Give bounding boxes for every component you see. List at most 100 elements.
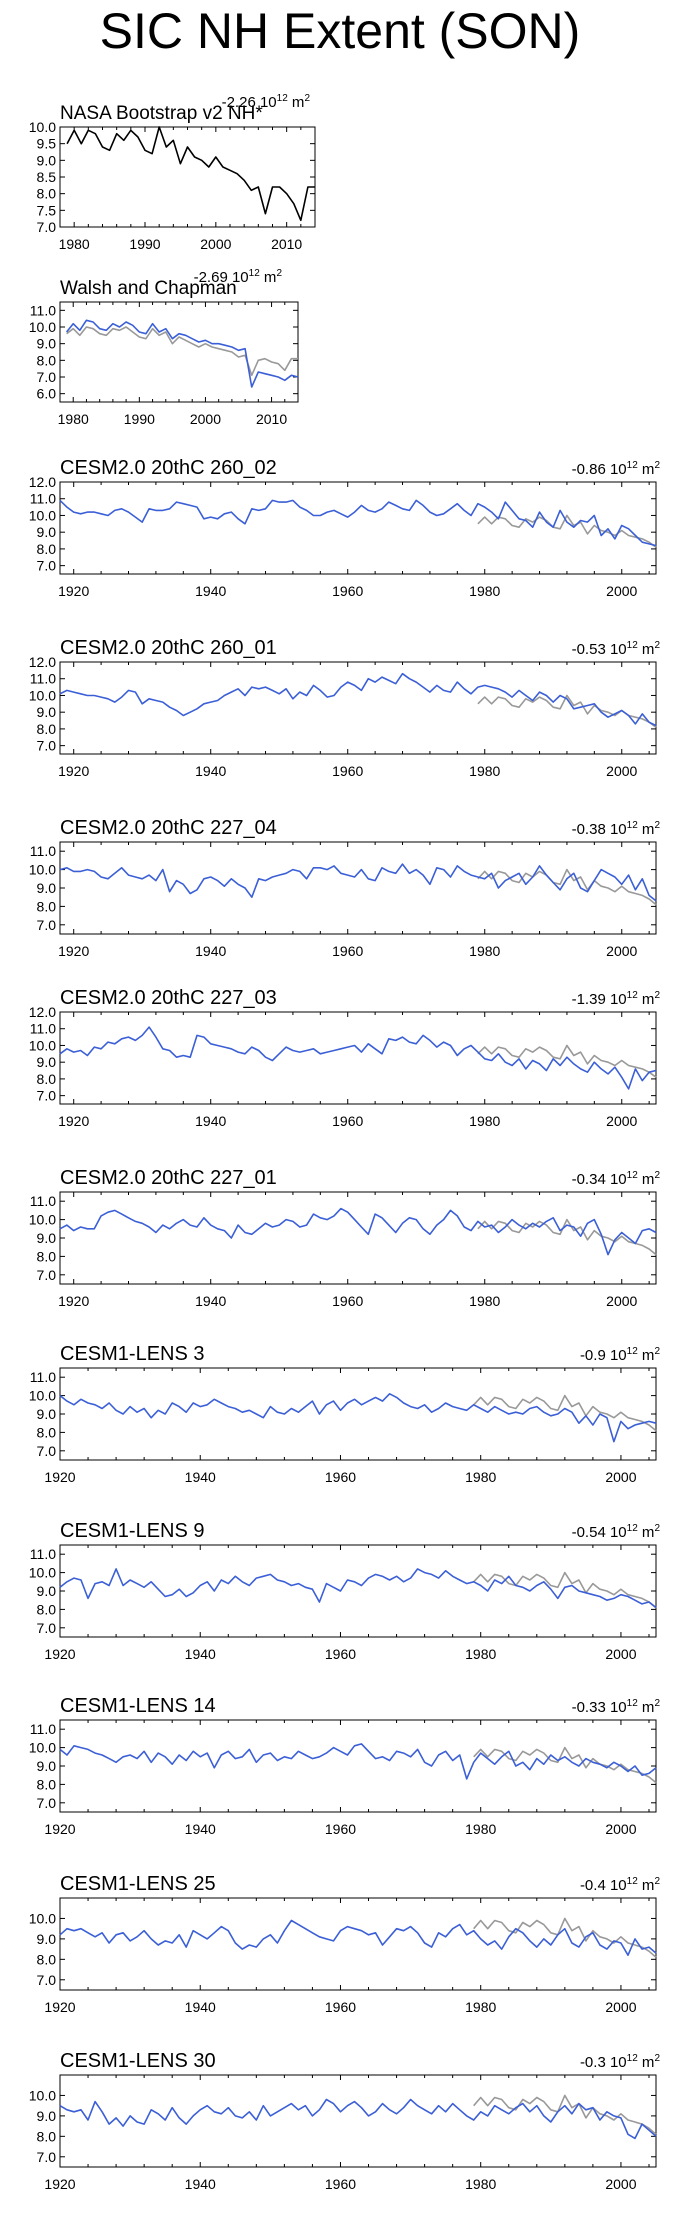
- chart-panel-6: CESM2.0 20thC 227_03 -1.39 1012 m2 7.08.09…: [29, 987, 661, 1129]
- x-tick-label: 1990: [124, 411, 155, 427]
- series-line-obs: [477, 514, 657, 548]
- y-tick-label: 10.0: [29, 1388, 56, 1404]
- plot-frame: [59, 1011, 657, 1105]
- y-tick-label: 11.0: [30, 671, 56, 687]
- y-tick-label: 9.5: [37, 136, 57, 152]
- x-tick-label: 1920: [44, 1999, 75, 2015]
- y-tick-label: 8.0: [37, 1601, 57, 1617]
- y-tick-label: 9.0: [37, 336, 57, 352]
- x-tick-label: 1920: [44, 2176, 75, 2192]
- series-line-model: [59, 2098, 657, 2140]
- y-tick-label: 9.0: [37, 1583, 57, 1599]
- panel-title: CESM1-LENS 9: [60, 1520, 205, 1542]
- x-tick-label: 2000: [190, 411, 221, 427]
- series-line-obs: [473, 1746, 657, 1784]
- series-line-obs: [473, 1571, 657, 1609]
- y-tick-label: 11.0: [30, 491, 56, 507]
- x-tick-label: 2000: [605, 2176, 636, 2192]
- x-tick-label: 1940: [185, 1999, 216, 2015]
- y-tick-label: 7.0: [37, 2149, 57, 2165]
- panel-title: CESM2.0 20thC 227_03: [60, 987, 277, 1009]
- y-tick-label: 11.0: [30, 843, 56, 859]
- plot-frame: [59, 1367, 657, 1461]
- x-tick-label: 1980: [469, 943, 500, 959]
- y-tick-label: 11.0: [30, 1721, 56, 1737]
- series-line-model: [59, 863, 657, 902]
- y-tick-label: 7.0: [37, 1267, 57, 1283]
- x-tick-label: 1980: [59, 236, 90, 252]
- y-tick-label: 7.5: [37, 202, 57, 218]
- y-tick-label: 7.0: [37, 1443, 57, 1459]
- y-tick-label: 7.0: [37, 219, 57, 235]
- plot-frame: [59, 1191, 657, 1285]
- chart-panel-10: CESM1-LENS 14 -0.33 1012 m2 7.0 8.0 9.0 10.0 1…: [29, 1695, 661, 1837]
- panel-title: CESM1-LENS 3: [60, 1343, 205, 1365]
- y-tick-label: 8.0: [37, 186, 57, 202]
- panel-title: CESM1-LENS 25: [60, 1873, 216, 1895]
- x-tick-label: 1940: [185, 1821, 216, 1837]
- y-tick-label: 10.0: [29, 1212, 56, 1228]
- panel-title: CESM2.0 20thC 260_01: [60, 637, 277, 659]
- series-line-model: [65, 319, 299, 388]
- chart-panel-3: CESM2.0 20thC 260_02 -0.86 1012 m2 7.08.09…: [29, 457, 661, 599]
- chart-panel-4: CESM2.0 20thC 260_01 -0.53 1012 m2 7.08.09…: [29, 637, 661, 779]
- x-tick-label: 1960: [332, 583, 363, 599]
- y-tick-label: 11.0: [30, 1369, 56, 1385]
- y-tick-label: 11.0: [30, 302, 56, 318]
- y-tick-label: 9.0: [37, 1758, 57, 1774]
- series-line-obs: [477, 1218, 657, 1256]
- x-tick-label: 1980: [469, 1293, 500, 1309]
- x-tick-label: 1920: [58, 583, 89, 599]
- x-tick-label: 1980: [465, 1646, 496, 1662]
- series-line-model: [59, 1743, 657, 1780]
- y-tick-label: 7.0: [37, 738, 57, 754]
- panel-title: CESM2.0 20thC 260_02: [60, 457, 277, 479]
- panel-title: CESM2.0 20thC 227_01: [60, 1167, 277, 1189]
- y-tick-label: 8.0: [37, 1951, 57, 1967]
- chart-panel-11: CESM1-LENS 25 -0.4 1012 m2 7.0 8.0 9.0 10.0 19…: [29, 1873, 661, 2015]
- y-tick-label: 10.0: [29, 1910, 56, 1926]
- x-tick-label: 1980: [469, 583, 500, 599]
- plot-frame: [59, 126, 316, 228]
- y-tick-label: 7.0: [37, 558, 57, 574]
- y-tick-label: 8.0: [37, 1071, 57, 1087]
- panel-title: Walsh and Chapman: [60, 278, 237, 299]
- series-line-model: [59, 1207, 657, 1256]
- y-tick-label: 9.0: [37, 1406, 57, 1422]
- x-tick-label: 1960: [332, 1293, 363, 1309]
- panels: NASA Bootstrap v2 NH*-2.26 1012 m27.07.5…: [29, 93, 661, 2192]
- y-tick-label: 7.0: [37, 369, 57, 385]
- y-tick-label: 7.0: [37, 1972, 57, 1988]
- series-line-model: [59, 1919, 657, 1956]
- series-line-model: [59, 499, 657, 547]
- y-tick-label: 10.0: [29, 1565, 56, 1581]
- y-tick-label: 6.0: [37, 386, 57, 402]
- y-tick-label: 8.5: [37, 169, 57, 185]
- x-tick-label: 1920: [58, 943, 89, 959]
- x-tick-label: 1940: [195, 943, 226, 959]
- series-line-obs: [473, 1917, 657, 1958]
- series-line-obs: [477, 868, 657, 906]
- plot-frame: [59, 1897, 657, 1991]
- x-tick-label: 1960: [325, 1469, 356, 1485]
- y-tick-label: 10.0: [29, 319, 56, 335]
- y-tick-label: 8.0: [37, 541, 57, 557]
- chart-panel-7: CESM2.0 20thC 227_01 -0.34 1012 m2 7.0 8.0 9…: [29, 1167, 661, 1309]
- y-tick-label: 9.0: [37, 524, 57, 540]
- x-tick-label: 2000: [606, 763, 637, 779]
- trend-label: -0.4 1012 m2: [580, 1876, 661, 1894]
- series-line-model: [59, 1393, 657, 1443]
- y-tick-label: 10.0: [29, 119, 56, 135]
- x-tick-label: 1980: [465, 1821, 496, 1837]
- x-tick-label: 1940: [185, 2176, 216, 2192]
- series-line-model: [59, 1026, 657, 1090]
- x-tick-label: 2000: [200, 236, 231, 252]
- x-tick-label: 2000: [605, 1646, 636, 1662]
- x-tick-label: 1980: [58, 411, 89, 427]
- x-tick-label: 1990: [129, 236, 160, 252]
- x-tick-label: 1920: [58, 1293, 89, 1309]
- y-tick-label: 8.0: [37, 1248, 57, 1264]
- y-tick-label: 7.0: [37, 1088, 57, 1104]
- y-tick-label: 10.0: [29, 2087, 56, 2103]
- x-tick-label: 1980: [469, 1113, 500, 1129]
